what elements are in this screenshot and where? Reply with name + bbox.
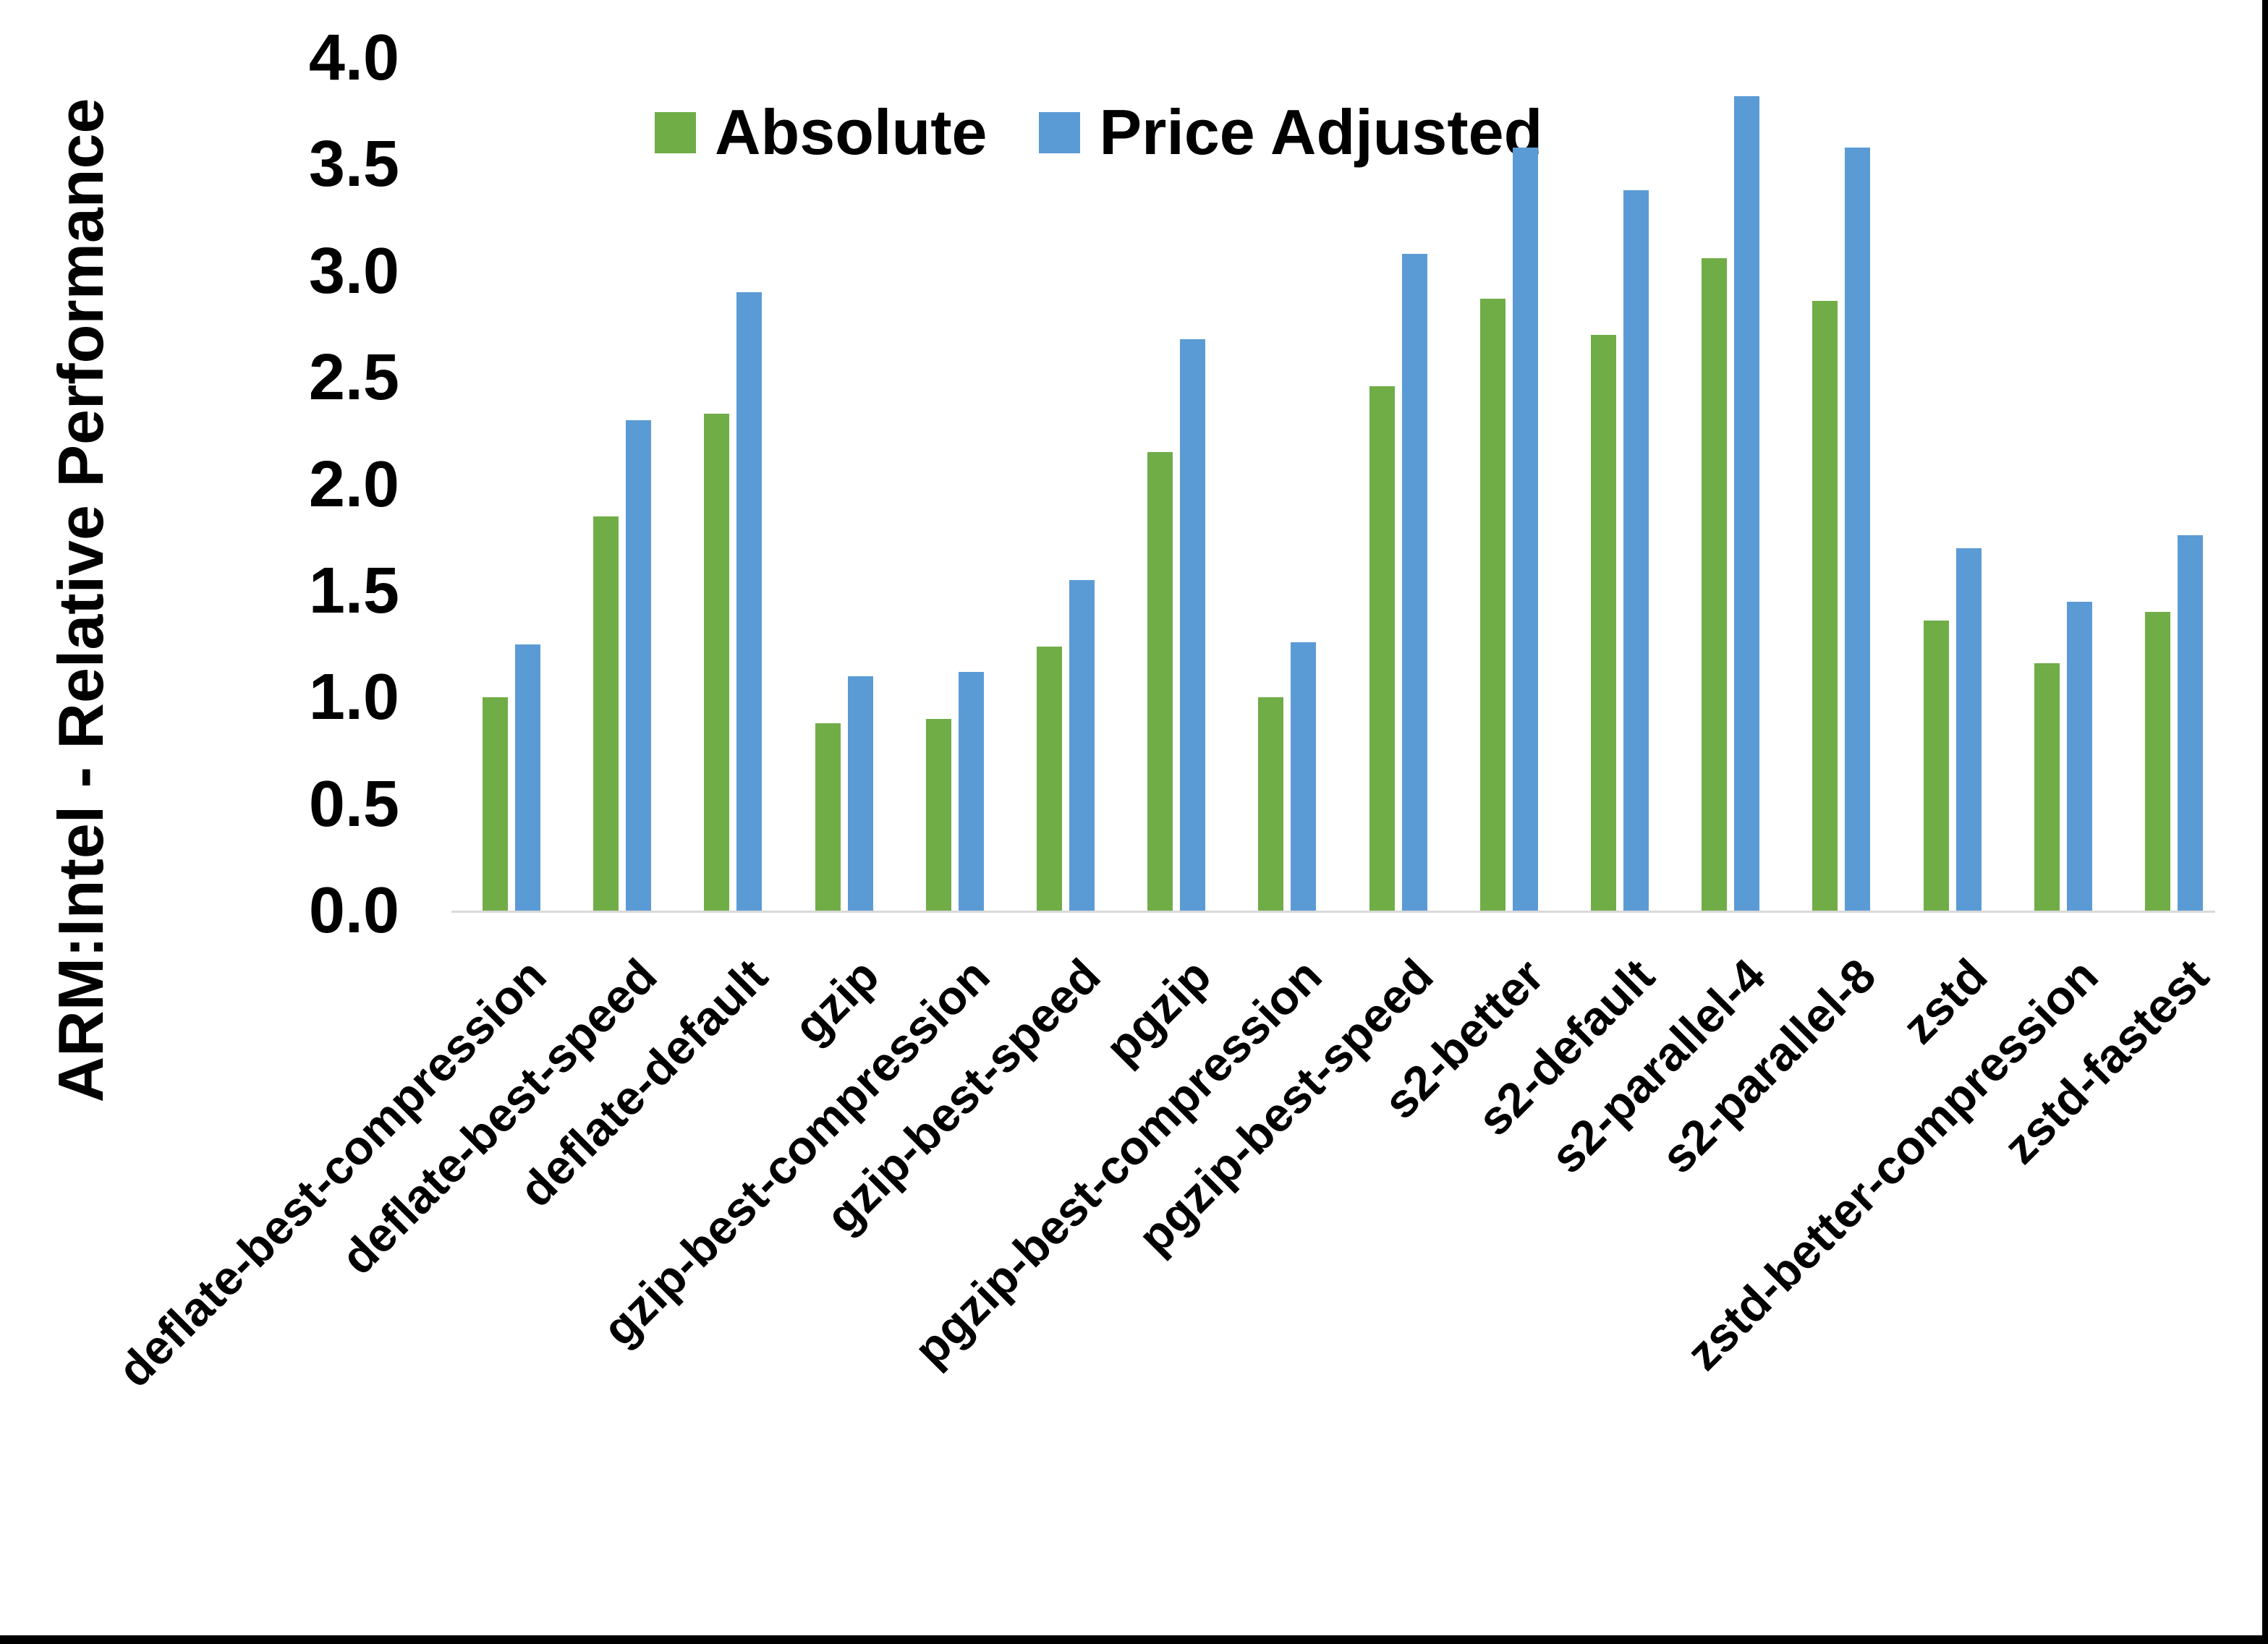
bar-price-adjusted-s2-default bbox=[1623, 190, 1649, 911]
figure-right-border bbox=[2262, 0, 2268, 1644]
bar-price-adjusted-gzip bbox=[848, 676, 873, 911]
legend-swatch-price-adjusted-icon bbox=[1039, 111, 1081, 153]
bar-absolute-gzip-best-compression bbox=[926, 719, 951, 911]
legend-label-absolute: Absolute bbox=[715, 96, 988, 168]
bar-price-adjusted-gzip-best-speed bbox=[1069, 580, 1095, 911]
bar-absolute-gzip-best-speed bbox=[1037, 647, 1062, 911]
bar-price-adjusted-gzip-best-compression bbox=[959, 672, 984, 911]
bar-absolute-zstd-better-compression bbox=[2034, 663, 2060, 911]
y-axis-tick-label: 3.0 bbox=[308, 234, 399, 307]
bar-price-adjusted-pgzip-best-speed bbox=[1402, 254, 1427, 911]
bar-price-adjusted-s2-parallel-8 bbox=[1845, 148, 1870, 911]
legend: Absolute Price Adjusted bbox=[655, 95, 1542, 169]
y-axis-tick-label: 0.5 bbox=[308, 767, 399, 840]
bar-price-adjusted-zstd-fastest bbox=[2178, 535, 2203, 911]
bar-price-adjusted-deflate-default bbox=[736, 292, 762, 911]
bar-absolute-zstd-fastest bbox=[2145, 612, 2170, 911]
bar-absolute-pgzip bbox=[1147, 452, 1173, 911]
legend-item-price-adjusted: Price Adjusted bbox=[1039, 95, 1542, 169]
y-axis-tick-label: 2.0 bbox=[308, 448, 399, 521]
bar-absolute-pgzip-best-compression bbox=[1258, 697, 1283, 911]
legend-swatch-absolute-icon bbox=[655, 111, 696, 153]
bar-price-adjusted-zstd bbox=[1956, 548, 1982, 911]
bar-price-adjusted-pgzip bbox=[1180, 339, 1205, 911]
bar-absolute-deflate-best-speed bbox=[593, 516, 619, 911]
bar-absolute-deflate-best-compression bbox=[483, 697, 508, 911]
y-axis-tick-label: 3.5 bbox=[308, 128, 399, 201]
bar-price-adjusted-deflate-best-compression bbox=[515, 644, 540, 911]
bar-absolute-pgzip-best-speed bbox=[1369, 386, 1395, 911]
y-axis-tick-label: 1.0 bbox=[308, 661, 399, 734]
y-axis-tick-label: 1.5 bbox=[308, 554, 399, 627]
bar-price-adjusted-zstd-better-compression bbox=[2067, 602, 2092, 911]
y-axis-tick-label: 2.5 bbox=[308, 341, 399, 414]
legend-item-absolute: Absolute bbox=[655, 95, 987, 169]
bar-price-adjusted-pgzip-best-compression bbox=[1291, 642, 1316, 911]
figure-bottom-border bbox=[0, 1635, 2268, 1644]
bar-absolute-gzip bbox=[815, 723, 841, 911]
y-axis-tick-label: 4.0 bbox=[308, 22, 399, 94]
y-axis-tick-label: 0.0 bbox=[308, 874, 399, 947]
bar-absolute-zstd bbox=[1924, 621, 1949, 911]
bar-absolute-s2-parallel-8 bbox=[1812, 301, 1838, 911]
bar-price-adjusted-deflate-best-speed bbox=[626, 420, 651, 911]
x-axis-line bbox=[451, 911, 2215, 913]
legend-label-price-adjusted: Price Adjusted bbox=[1099, 96, 1543, 168]
bar-price-adjusted-s2-better bbox=[1513, 148, 1538, 911]
bar-absolute-s2-default bbox=[1591, 335, 1616, 911]
y-axis-title: ARM:Intel - Relative Performance bbox=[45, 98, 116, 1103]
bar-absolute-s2-better bbox=[1480, 299, 1505, 911]
bar-price-adjusted-s2-parallel-4 bbox=[1734, 96, 1759, 911]
bar-absolute-deflate-default bbox=[704, 414, 729, 911]
bar-absolute-s2-parallel-4 bbox=[1702, 258, 1727, 911]
